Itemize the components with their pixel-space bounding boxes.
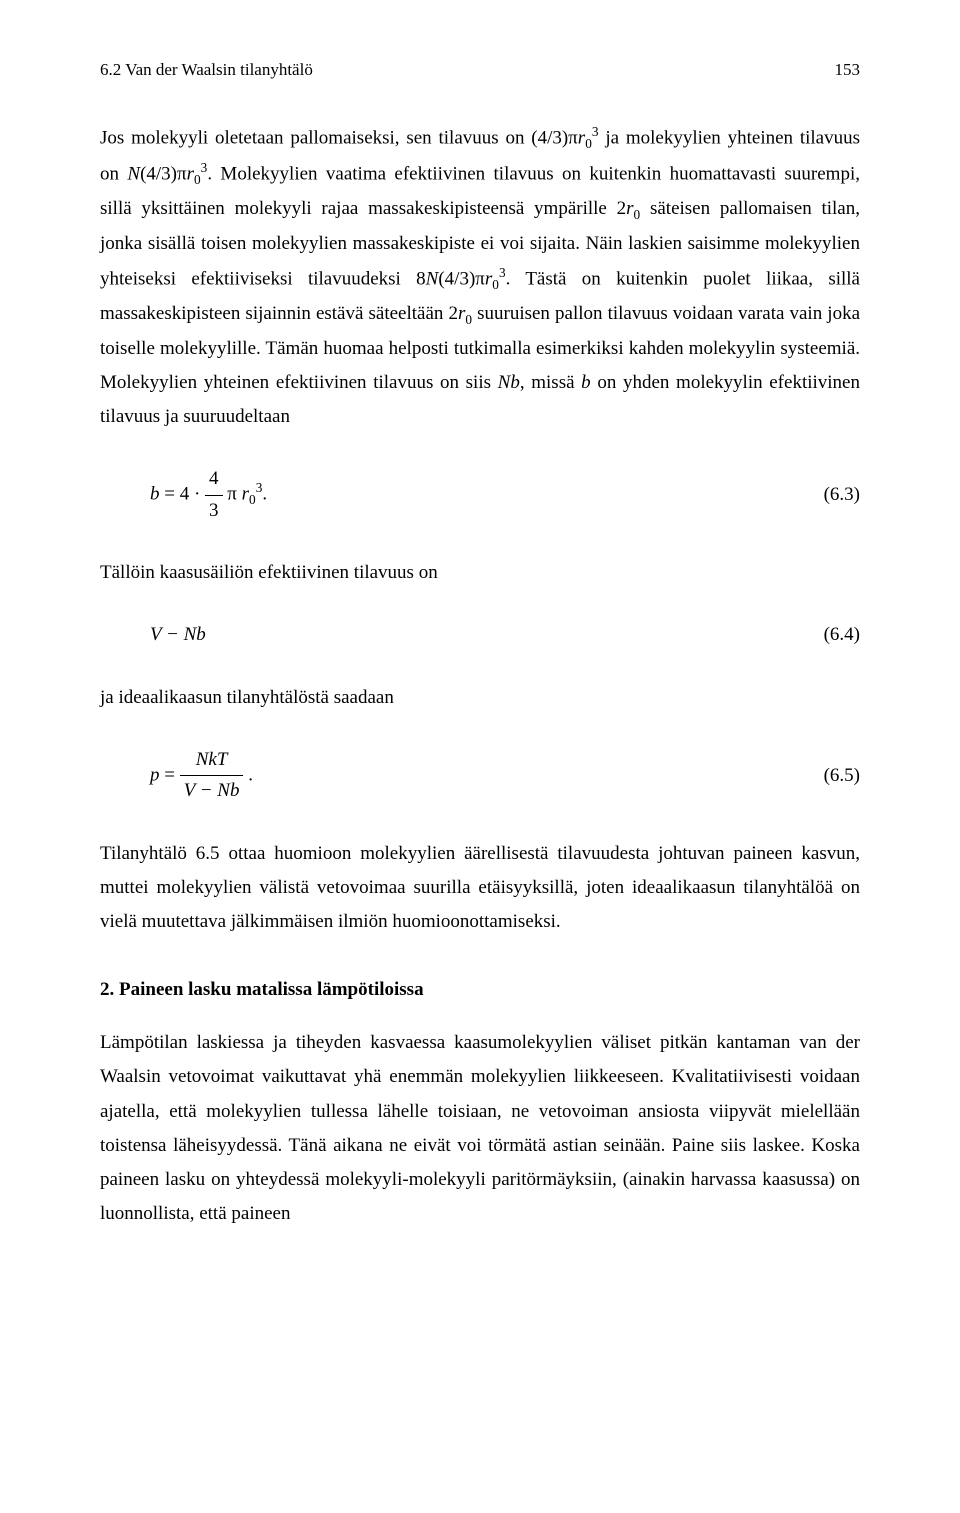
eq63-lhs: b bbox=[150, 484, 160, 505]
p1-formula3-a: 22rr bbox=[617, 198, 634, 219]
eq63-eq: = 4 · bbox=[164, 484, 205, 505]
p1-formula4-a: 8N8N bbox=[416, 268, 438, 289]
eq63-number: (6.3) bbox=[824, 480, 860, 510]
eq65-num: NkT bbox=[180, 745, 244, 776]
eq65-frac: NkT V − Nb bbox=[180, 745, 244, 807]
equation-6-4: V − Nb (6.4) bbox=[150, 620, 860, 650]
header-title: 6.2 Van der Waalsin tilanyhtälö bbox=[100, 60, 313, 79]
eq65-lhs: p bbox=[150, 764, 160, 785]
p1-formula2-a: N bbox=[127, 163, 140, 184]
p1-formula2-c: r bbox=[187, 163, 194, 184]
eq63-content: b = 4 · 4 3 π r0 3. bbox=[150, 464, 267, 526]
p1-text-a: Jos molekyyli oletetaan pallomaiseksi, s… bbox=[100, 127, 531, 148]
p1-formula4-b: (4/3)π bbox=[438, 268, 485, 289]
running-header: 6.2 Van der Waalsin tilanyhtälö 153 bbox=[100, 60, 860, 80]
paragraph-5: Lämpötilan laskiessa ja tiheyden kasvaes… bbox=[100, 1026, 860, 1231]
eq63-den: 3 bbox=[205, 496, 223, 526]
eq63-num: 4 bbox=[205, 464, 223, 495]
equation-6-3: b = 4 · 4 3 π r0 3. (6.3) bbox=[150, 464, 860, 526]
p1-formula4-e: 3 bbox=[499, 265, 506, 280]
page-container: 6.2 Van der Waalsin tilanyhtälö 153 Jos … bbox=[0, 0, 960, 1321]
eq63-dot: . bbox=[262, 484, 267, 505]
eq65-content: p = NkT V − Nb . bbox=[150, 745, 253, 807]
header-page-number: 153 bbox=[835, 60, 861, 80]
paragraph-4: Tilanyhtälö 6.5 ottaa huomioon molekyyli… bbox=[100, 837, 860, 940]
p1-formula2-b: (4/3)π bbox=[140, 163, 187, 184]
eq64-number: (6.4) bbox=[824, 620, 860, 650]
paragraph-3: ja ideaalikaasun tilanyhtälöstä saadaan bbox=[100, 681, 860, 715]
paragraph-2: Tällöin kaasusäiliön efektiivinen tilavu… bbox=[100, 556, 860, 590]
p1-formula1-a: (4/3)π bbox=[531, 127, 578, 148]
eq63-sub: 0 bbox=[249, 492, 256, 507]
eq65-dot: . bbox=[248, 764, 253, 785]
eq64-expr: V − Nb bbox=[150, 624, 206, 645]
eq65-number: (6.5) bbox=[824, 761, 860, 791]
equation-6-5: p = NkT V − Nb . (6.5) bbox=[150, 745, 860, 807]
eq63-frac: 4 3 bbox=[205, 464, 223, 526]
p1-formula3-b: 0 bbox=[634, 207, 641, 222]
p1-formula7: b bbox=[581, 372, 591, 393]
p1-formula5-a: 2r2r bbox=[448, 303, 465, 324]
p1-text-g: , missä bbox=[520, 372, 581, 393]
eq64-content: V − Nb bbox=[150, 620, 206, 650]
eq63-r: r bbox=[242, 484, 249, 505]
p1-formula1-c: 0 bbox=[585, 136, 592, 151]
eq65-den: V − Nb bbox=[180, 776, 244, 806]
eq63-pi: π bbox=[227, 484, 241, 505]
p1-formula1-d: 3 bbox=[592, 124, 599, 139]
paragraph-1: Jos molekyyli oletetaan pallomaiseksi, s… bbox=[100, 120, 860, 434]
p1-formula5-b: 0 bbox=[465, 312, 472, 327]
p1-formula2-d: 0 bbox=[194, 172, 201, 187]
p1-formula4-d: 0 bbox=[492, 277, 499, 292]
p1-formula6: Nb bbox=[498, 372, 520, 393]
eq65-eq: = bbox=[164, 764, 179, 785]
section-2-heading: 2. Paineen lasku matalissa lämpötiloissa bbox=[100, 979, 860, 1001]
